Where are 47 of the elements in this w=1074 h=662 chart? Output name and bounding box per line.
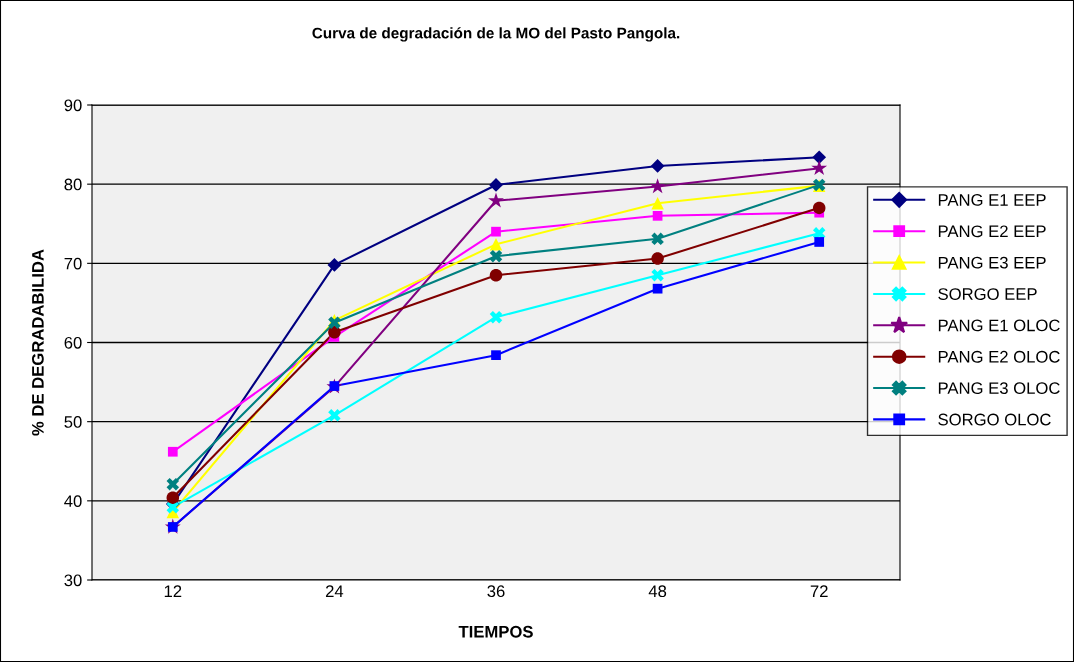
y-tick-label: 80	[64, 178, 82, 191]
legend-label: PANG E1 EEP	[938, 194, 1046, 206]
x-tick-label: 72	[810, 585, 828, 597]
y-tick-label: 30	[64, 574, 82, 587]
x-tick-label: 12	[164, 585, 182, 597]
legend-label: SORGO OLOC	[938, 413, 1051, 426]
point	[652, 210, 663, 221]
legend-label: PANG E2 OLOC	[938, 350, 1060, 363]
point	[327, 258, 342, 272]
point	[489, 268, 503, 282]
point	[651, 252, 664, 265]
y-tick-label: 40	[64, 495, 82, 508]
x-tick-label: 36	[487, 585, 505, 598]
point	[651, 196, 664, 210]
point	[651, 268, 664, 282]
point	[812, 201, 826, 215]
point	[489, 238, 503, 251]
point	[488, 192, 504, 208]
point	[812, 150, 827, 165]
point	[328, 409, 341, 422]
chart-title: Curva de degradación de la MO del Pasto Pangola.	[312, 27, 680, 42]
point	[167, 446, 178, 457]
point	[491, 350, 501, 361]
point	[491, 226, 501, 237]
point	[489, 249, 503, 263]
y-tick-label: 50	[64, 416, 82, 428]
y-axis-title: % DE DEGRADABILIDA	[31, 249, 44, 436]
y-tick-label: 60	[64, 336, 82, 349]
x-tick-label: 48	[648, 585, 667, 598]
point	[166, 491, 180, 504]
x-tick-label: 24	[325, 585, 344, 597]
point	[649, 178, 666, 194]
point	[650, 159, 665, 173]
legend-label: PANG E3 OLOC	[938, 382, 1060, 395]
legend-label: PANG E3 EEP	[938, 256, 1046, 269]
point	[651, 232, 664, 246]
point	[166, 477, 180, 491]
legend-label: SORGO EEP	[938, 288, 1037, 300]
legend-label: PANG E1 OLOC	[938, 319, 1060, 332]
point	[489, 310, 503, 324]
point	[652, 283, 663, 294]
y-tick-label: 70	[64, 257, 82, 270]
y-tick-label: 90	[64, 99, 82, 112]
legend-label: PANG E2 EEP	[938, 225, 1046, 238]
point	[811, 160, 828, 176]
point	[814, 237, 825, 247]
x-axis-title: TIEMPOS	[458, 625, 533, 638]
